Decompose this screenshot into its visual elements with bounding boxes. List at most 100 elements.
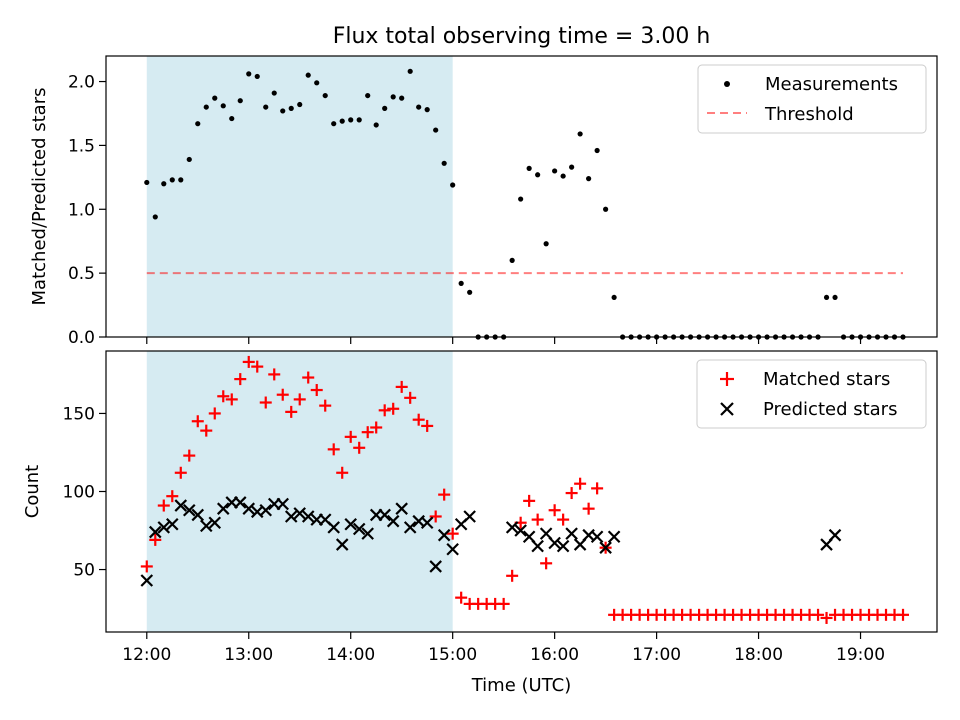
measurement-point [305, 72, 311, 78]
count-y-tick-label: 150 [63, 404, 95, 424]
observing-window-span [146, 351, 453, 632]
matched-star-point [225, 393, 238, 406]
predicted-star-point [548, 536, 561, 550]
matched-star-point [166, 490, 179, 503]
predicted-star-point [395, 502, 408, 515]
measurement-point [382, 105, 388, 111]
predicted-star-point [463, 510, 476, 523]
predicted-star-point [149, 525, 162, 539]
measurement-point [569, 164, 575, 170]
measurement-point [314, 80, 320, 86]
predicted-star-point [259, 503, 273, 517]
x-tick-label: 15:00 [428, 645, 477, 665]
matched-star-point [523, 494, 536, 507]
measurement-point [356, 117, 362, 123]
predicted-star-point [174, 499, 188, 512]
matched-star-point [344, 430, 357, 443]
matched-star-point [557, 513, 570, 526]
matched-star-point [378, 404, 391, 417]
predicted-star-point [403, 521, 417, 534]
measurement-point [526, 165, 532, 171]
ratio-y-tick-label: 2.0 [68, 73, 95, 93]
measurement-point [441, 160, 447, 166]
measurement-point [518, 196, 524, 202]
matched-star-point [259, 396, 272, 409]
matched-star-point [540, 557, 553, 570]
measurement-point [450, 182, 456, 188]
matched-star-point [421, 419, 434, 432]
matched-star-point [812, 608, 825, 621]
measurement-point [586, 176, 592, 182]
predicted-star-point [233, 496, 247, 509]
matched-star-point [548, 504, 561, 517]
measurement-point [297, 101, 303, 108]
legend-threshold-label: Threshold [764, 104, 854, 125]
predicted-star-point [344, 518, 357, 531]
predicted-star-point [140, 574, 154, 587]
matched-star-point [429, 510, 442, 523]
measurement-point [552, 168, 558, 174]
matched-star-point [387, 402, 400, 415]
x-tick-label: 13:00 [224, 645, 273, 665]
chart-title: Flux total observing time = 3.00 h [333, 24, 711, 49]
matched-star-point [565, 487, 578, 500]
ratio-y-axis-label: Matched/Predicted stars [29, 88, 50, 306]
measurement-point [433, 127, 439, 133]
matched-star-point [183, 449, 196, 462]
legend-measurements-marker [724, 81, 730, 87]
measurement-point [144, 179, 150, 186]
matched-star-point [242, 355, 255, 368]
measurement-point [212, 95, 218, 101]
measurement-point [331, 121, 337, 127]
measurement-point [467, 289, 473, 295]
predicted-star-point [293, 507, 307, 520]
measurement-point [271, 90, 277, 96]
predicted-star-point [437, 528, 451, 542]
measurement-point [407, 68, 413, 74]
measurement-point [594, 147, 600, 154]
count-panel: 50 100 150 Count Matched stars Predicted s… [22, 350, 938, 633]
matched-star-point [455, 591, 468, 604]
matched-star-point [361, 426, 374, 439]
measurement-point [195, 121, 201, 127]
measurement-point [424, 107, 430, 113]
matched-star-point [208, 407, 221, 420]
matched-star-point [531, 513, 544, 526]
matched-star-point [157, 499, 170, 512]
predicted-star-point [276, 497, 290, 511]
measurement-point [220, 103, 226, 109]
matched-star-point [140, 560, 153, 573]
predicted-star-point [191, 508, 205, 522]
measurement-point [611, 294, 617, 301]
legend-predicted-marker [720, 402, 734, 416]
predicted-star-point [599, 541, 612, 554]
measurement-point [229, 115, 235, 122]
count-y-axis-label: Count [22, 465, 43, 518]
measurement-point [288, 105, 294, 111]
measurement-point [254, 73, 260, 80]
predicted-star-point [590, 530, 604, 544]
ratio-y-tick-label: 0.5 [68, 264, 95, 284]
predicted-star-point [327, 521, 340, 534]
count-y-tick-label: 50 [73, 561, 95, 581]
matched-star-point [191, 415, 204, 428]
x-tick-label: 14:00 [326, 645, 375, 665]
predicted-star-point [386, 514, 400, 528]
measurement-point [339, 118, 345, 124]
matched-star-point [302, 371, 315, 384]
predicted-star-point [429, 560, 442, 573]
matched-star-point [582, 502, 595, 515]
count-legend-box [696, 359, 927, 429]
measurement-point [203, 104, 209, 110]
matched-star-point [820, 611, 833, 624]
matched-star-point [310, 384, 323, 397]
matched-star-point [276, 388, 289, 401]
matched-star-point [251, 360, 264, 373]
predicted-star-point [446, 542, 459, 556]
matched-star-point [285, 405, 298, 418]
measurement-point [280, 108, 286, 114]
x-tick-label: 18:00 [734, 645, 783, 665]
predicted-star-point [514, 524, 527, 537]
measurement-point [603, 206, 609, 212]
time-axis-ticks: 12:00 13:00 14:00 15:00 16:00 17:00 18:00 19:00 [122, 337, 885, 665]
